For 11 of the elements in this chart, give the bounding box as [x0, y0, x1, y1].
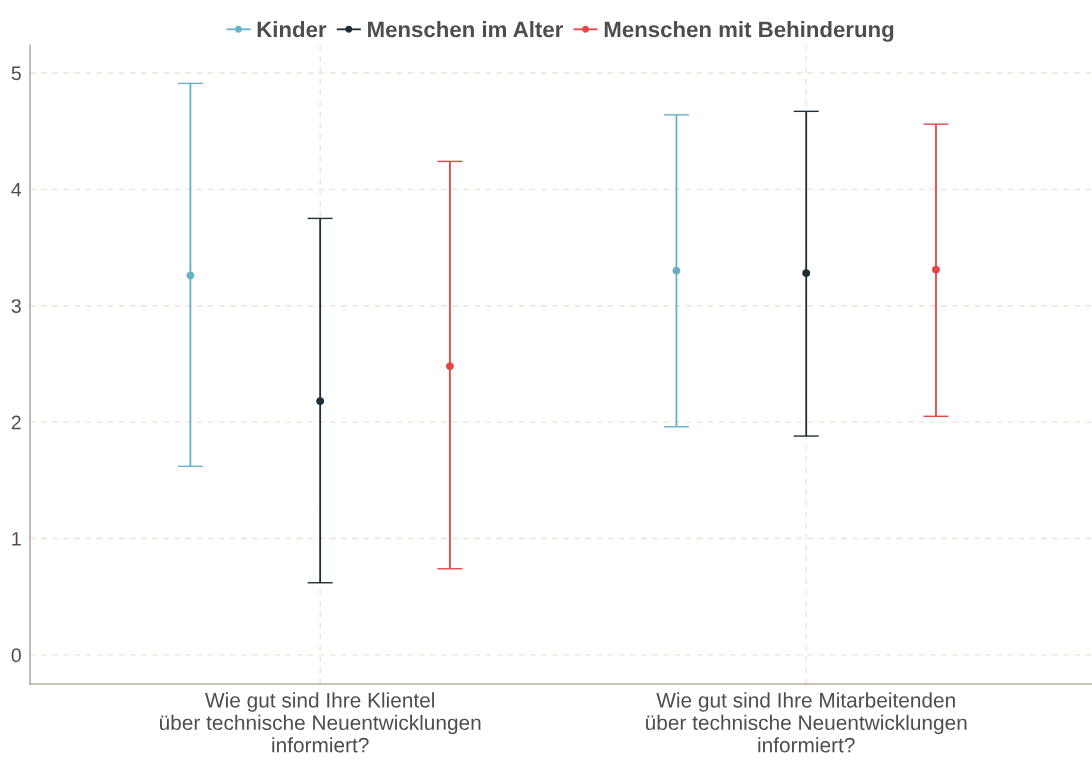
- y-tick-label: 0: [11, 648, 21, 663]
- y-tick-label: 4: [11, 183, 22, 197]
- legend-label: Menschen im Alter: [368, 21, 563, 38]
- legend-label: Menschen mit Behinderung: [604, 21, 894, 42]
- y-tick-label: 5: [11, 66, 21, 81]
- legend-label: Kinder: [257, 21, 327, 38]
- y-tick-label: 1: [12, 532, 21, 546]
- y-tick-label: 3: [11, 299, 21, 313]
- y-tick-label: 2: [11, 415, 21, 430]
- x-tick-label: Wie gut sind Ihre Klientel über technische Neuentwicklungen informiert?: [160, 692, 481, 753]
- x-tick-label: Wie gut sind Ihre Mitarbeitenden über technische Neuentwicklungen informiert?: [646, 692, 967, 753]
